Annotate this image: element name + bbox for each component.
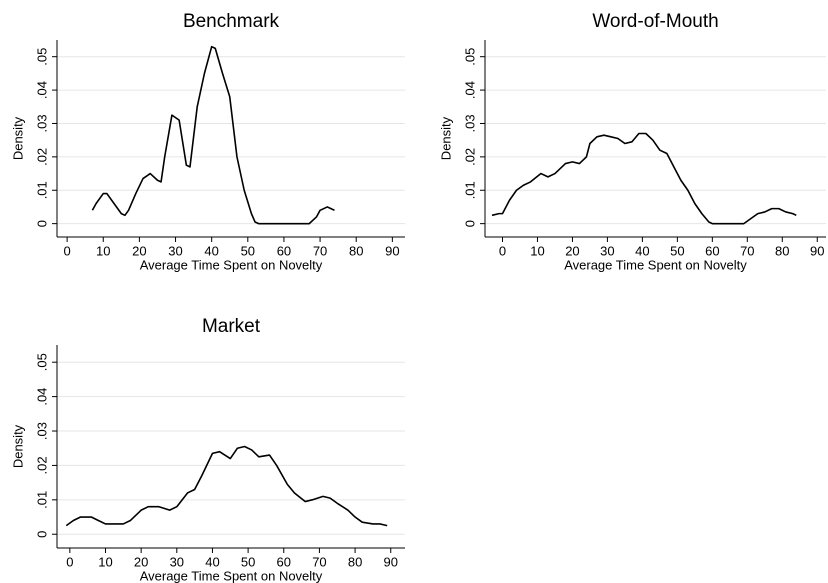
- y-tick-label: .05: [34, 48, 49, 66]
- y-tick-label: .03: [34, 114, 49, 132]
- x-tick-label: 40: [205, 554, 219, 569]
- y-tick-label: .01: [34, 181, 49, 199]
- x-tick-label: 30: [168, 243, 182, 258]
- chart-title: Benchmark: [183, 11, 280, 32]
- x-tick-label: 90: [810, 243, 824, 258]
- x-tick-label: 60: [277, 554, 291, 569]
- x-tick-label: 10: [98, 554, 112, 569]
- y-tick-label: .01: [462, 181, 477, 199]
- y-tick-label: .04: [462, 81, 477, 99]
- y-tick-label: .02: [462, 148, 477, 166]
- panel: 0 .01 .02 .03 .04 .05 0 10 20 30 40 50 60 70 80 90 Marke…: [10, 316, 405, 583]
- y-tick-label: .02: [34, 148, 49, 166]
- y-tick-label: 0: [462, 220, 477, 227]
- x-tick-label: 50: [241, 243, 255, 258]
- panel: 0 .01 .02 .03 .04 .05 0 10 20 30 40 50 60 70 80 90 Bench…: [10, 11, 405, 272]
- x-tick-label: 30: [600, 243, 614, 258]
- y-tick-label: .03: [34, 422, 49, 440]
- x-tick-label: 30: [170, 554, 184, 569]
- x-axis-label: Average Time Spent on Novelty: [140, 568, 323, 583]
- x-tick-label: 40: [635, 243, 649, 258]
- x-tick-label: 20: [565, 243, 579, 258]
- x-axis-label: Average Time Spent on Novelty: [564, 257, 747, 272]
- x-tick-label: 70: [312, 554, 326, 569]
- x-tick-label: 20: [134, 554, 148, 569]
- y-tick-label: .05: [34, 353, 49, 371]
- y-tick-label: .04: [34, 81, 49, 99]
- y-tick-label: .01: [34, 491, 49, 509]
- chart-title: Market: [202, 316, 261, 337]
- y-tick-label: 0: [34, 220, 49, 227]
- x-tick-label: 90: [385, 243, 399, 258]
- x-tick-label: 90: [384, 554, 398, 569]
- x-tick-label: 0: [66, 554, 73, 569]
- y-tick-label: .03: [462, 114, 477, 132]
- x-tick-label: 50: [241, 554, 255, 569]
- y-tick-label: 0: [34, 531, 49, 538]
- density-line: [491, 132, 797, 225]
- y-axis-label: Density: [438, 116, 453, 160]
- x-tick-label: 60: [705, 243, 719, 258]
- x-tick-label: 80: [349, 243, 363, 258]
- y-axis-label: Density: [10, 424, 25, 468]
- x-tick-label: 70: [313, 243, 327, 258]
- x-tick-label: 40: [204, 243, 218, 258]
- x-tick-label: 80: [775, 243, 789, 258]
- x-tick-label: 10: [96, 243, 110, 258]
- panel: 0 .01 .02 .03 .04 .05 0 10 20 30 40 50 60 70 80 90 Word-…: [438, 11, 826, 272]
- x-tick-label: 60: [277, 243, 291, 258]
- x-tick-label: 70: [740, 243, 754, 258]
- x-tick-label: 10: [530, 243, 544, 258]
- y-tick-label: .05: [462, 48, 477, 66]
- x-tick-label: 20: [132, 243, 146, 258]
- x-axis-label: Average Time Spent on Novelty: [140, 257, 323, 272]
- x-tick-label: 0: [64, 243, 71, 258]
- density-line: [91, 45, 335, 225]
- chart-title: Word-of-Mouth: [592, 11, 718, 32]
- x-tick-label: 0: [499, 243, 506, 258]
- x-tick-label: 50: [670, 243, 684, 258]
- y-tick-label: .04: [34, 388, 49, 406]
- y-tick-label: .02: [34, 456, 49, 474]
- x-tick-label: 80: [348, 554, 362, 569]
- y-axis-label: Density: [10, 116, 25, 160]
- density-line: [65, 445, 388, 527]
